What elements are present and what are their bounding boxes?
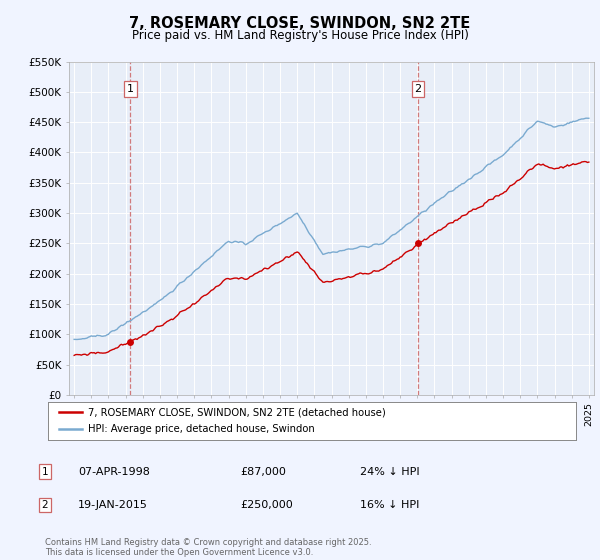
Text: Price paid vs. HM Land Registry's House Price Index (HPI): Price paid vs. HM Land Registry's House … (131, 29, 469, 42)
Text: 2: 2 (41, 500, 49, 510)
Text: 19-JAN-2015: 19-JAN-2015 (78, 500, 148, 510)
Text: Contains HM Land Registry data © Crown copyright and database right 2025.
This d: Contains HM Land Registry data © Crown c… (45, 538, 371, 557)
Text: 1: 1 (127, 84, 134, 94)
Text: 16% ↓ HPI: 16% ↓ HPI (360, 500, 419, 510)
Text: 2: 2 (415, 84, 422, 94)
Text: 7, ROSEMARY CLOSE, SWINDON, SN2 2TE: 7, ROSEMARY CLOSE, SWINDON, SN2 2TE (130, 16, 470, 31)
Text: 07-APR-1998: 07-APR-1998 (78, 466, 150, 477)
Text: £250,000: £250,000 (240, 500, 293, 510)
Text: 7, ROSEMARY CLOSE, SWINDON, SN2 2TE (detached house): 7, ROSEMARY CLOSE, SWINDON, SN2 2TE (det… (88, 407, 385, 417)
Text: £87,000: £87,000 (240, 466, 286, 477)
Text: HPI: Average price, detached house, Swindon: HPI: Average price, detached house, Swin… (88, 424, 314, 434)
Text: 1: 1 (41, 466, 49, 477)
Text: 24% ↓ HPI: 24% ↓ HPI (360, 466, 419, 477)
